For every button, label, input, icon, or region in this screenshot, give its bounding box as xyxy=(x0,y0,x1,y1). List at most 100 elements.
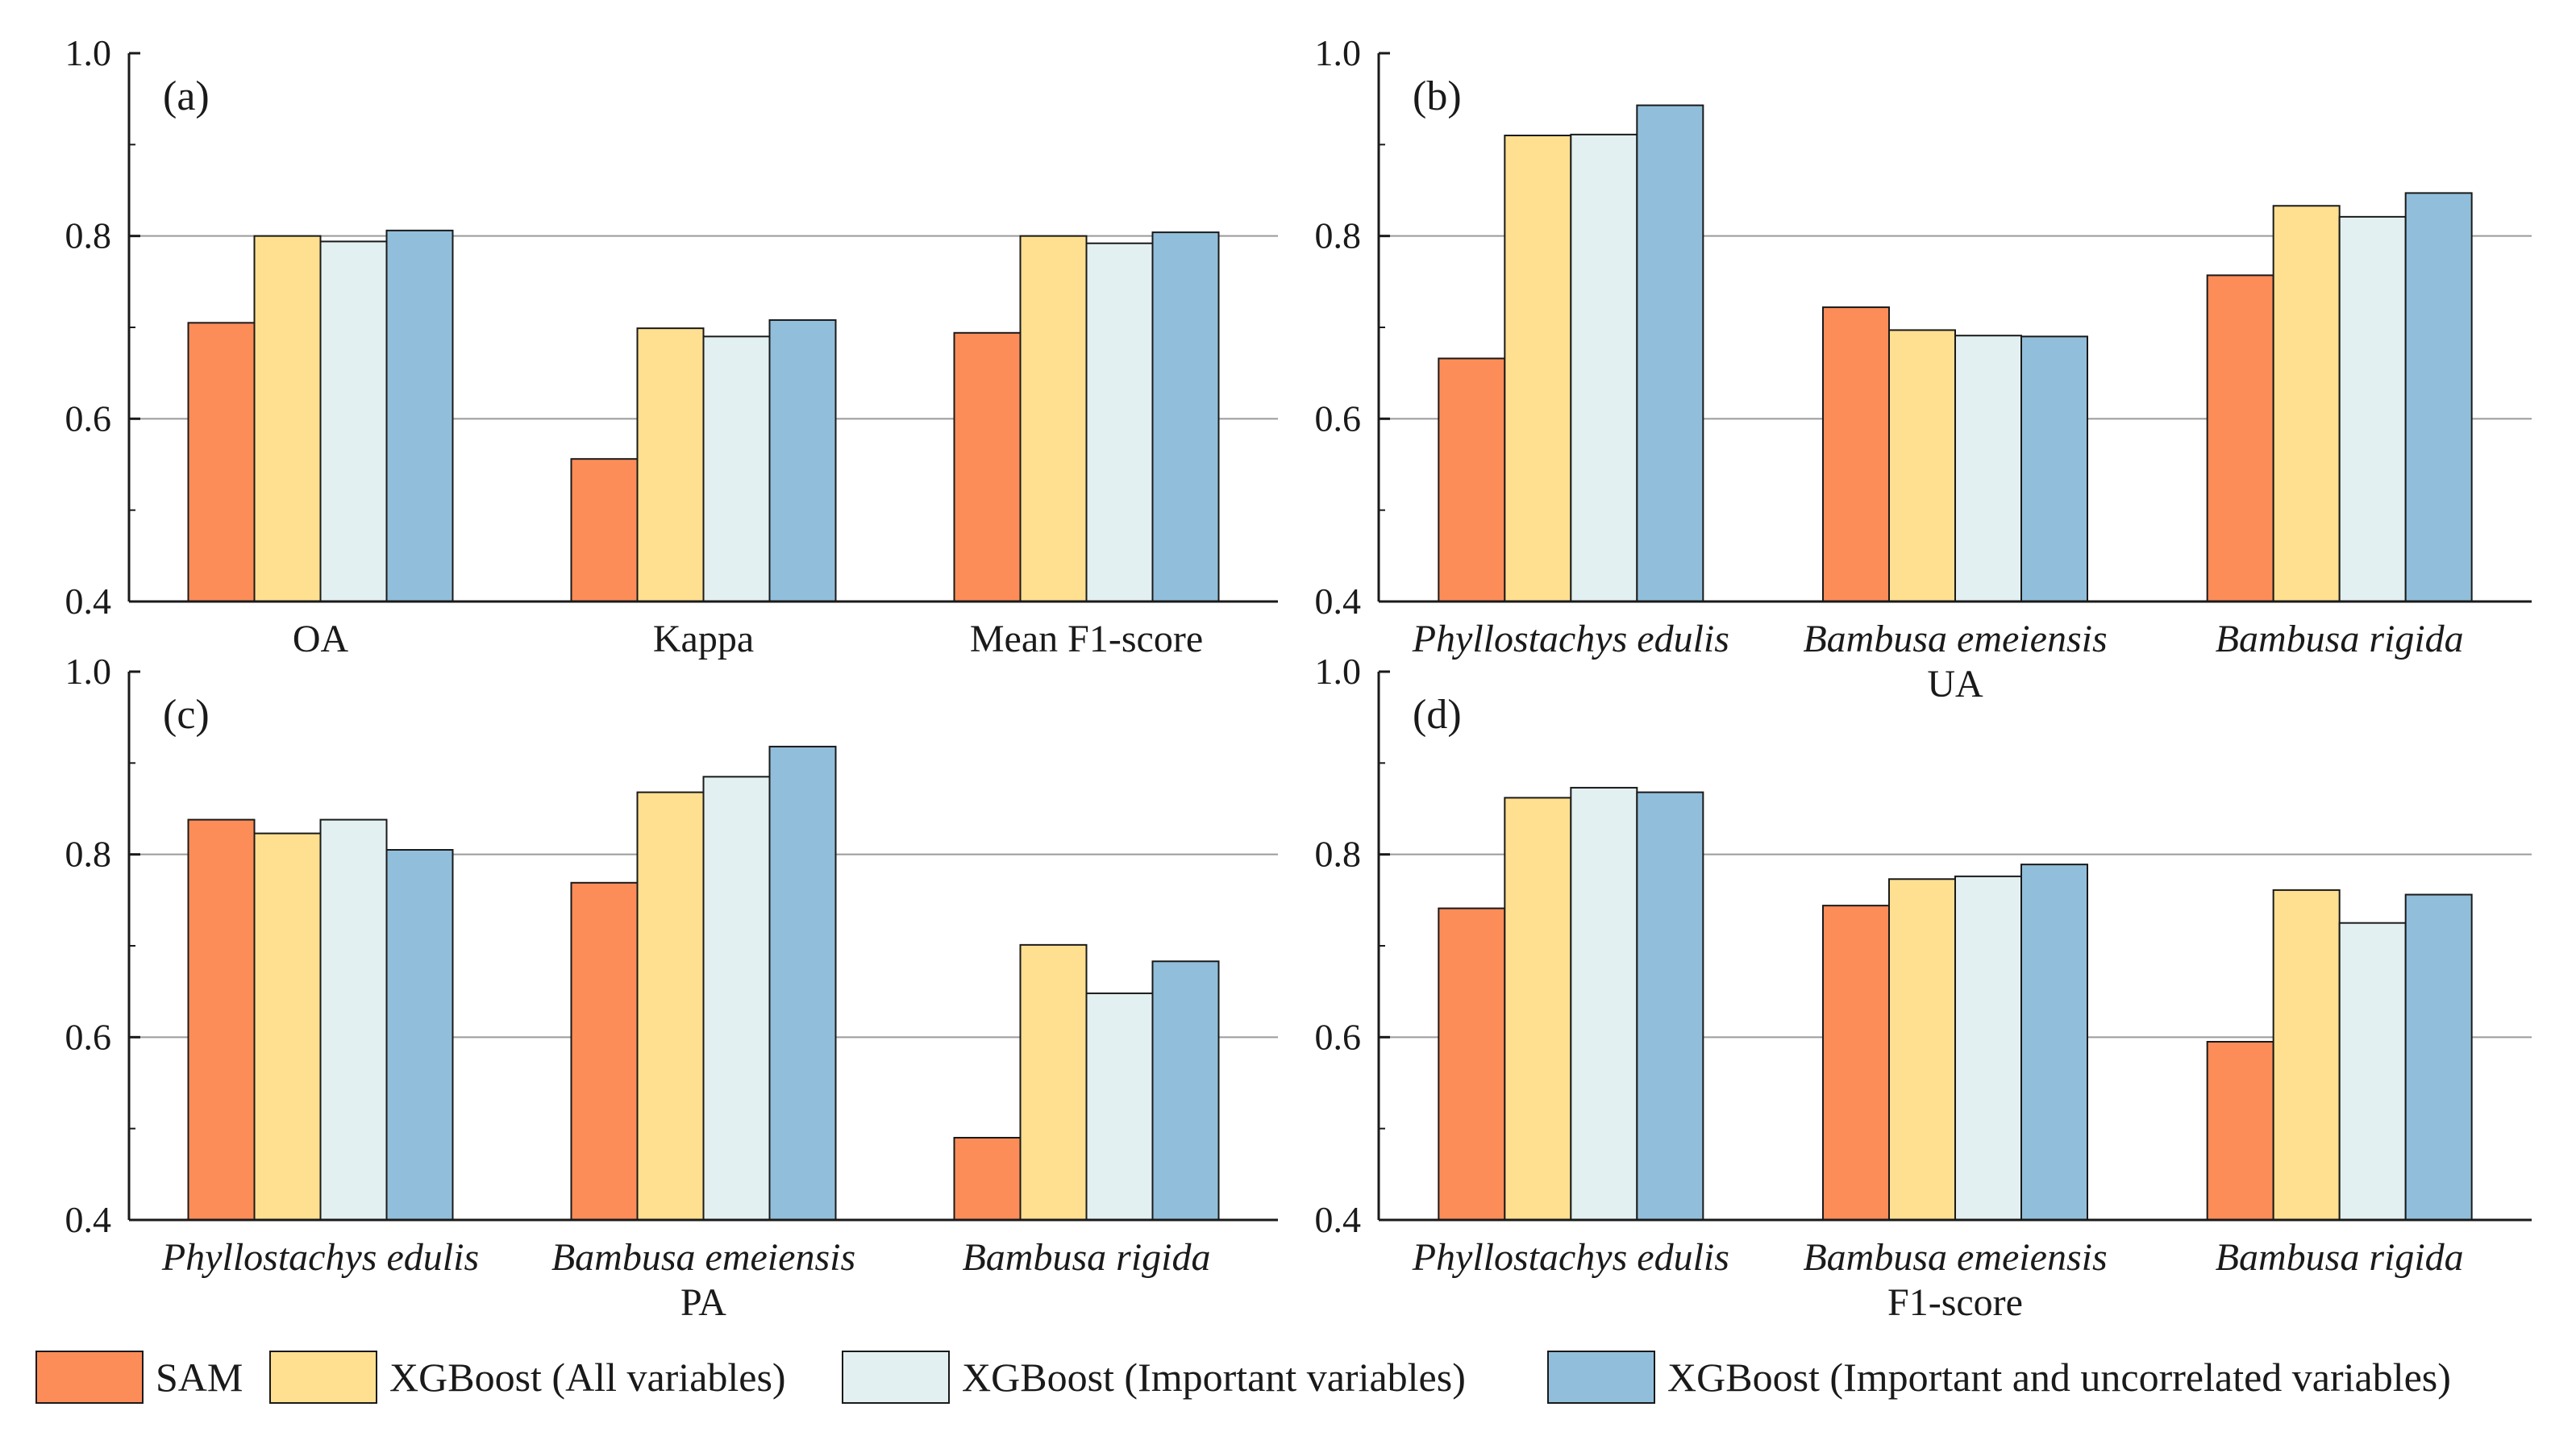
panel-label: (a) xyxy=(163,73,210,119)
chart-panels: 0.40.60.81.0OA Kappa Mean F1-score(a)0.40.… xyxy=(65,32,2532,1324)
bar-xgboost-important-variables--2 xyxy=(1954,335,2022,602)
y-tick-label: 0.8 xyxy=(65,834,112,875)
legend-swatch xyxy=(1547,1351,1655,1404)
category-label: Bambusa rigida xyxy=(962,1236,1210,1279)
category-label: Bambusa emeiensis xyxy=(1803,1236,2107,1279)
y-tick-label: 0.8 xyxy=(65,215,112,256)
bar-xgboost-important-variables--3 xyxy=(2338,215,2407,602)
y-tick-label: 0.6 xyxy=(65,398,112,439)
category-label: Phyllostachys edulis xyxy=(161,1236,479,1279)
legend-swatch xyxy=(842,1351,950,1404)
bar-xgboost-important-variables--2 xyxy=(702,335,771,602)
legend-label: XGBoost (All variables) xyxy=(389,1355,786,1400)
legend-swatch xyxy=(269,1351,377,1404)
bar-xgboost-important-variables--1 xyxy=(1570,133,1638,603)
bar-xgboost-important-variables--3 xyxy=(1085,992,1154,1222)
y-tick-label: 1.0 xyxy=(1315,32,1362,73)
category-label: Bambusa rigida xyxy=(2216,1236,2464,1279)
panel-label: (b) xyxy=(1413,73,1462,119)
chart-panel-4: 0.4 0.6 0.8 1.0 Phyllostachys edulis Bambusa … xyxy=(1315,651,2532,1324)
y-tick-label: 0.4 xyxy=(65,1199,112,1240)
chart-panel-1: 0.4 0.6 0.8 1.0 OA Kappa Mean F1-score (a) xyxy=(65,32,1278,660)
bar-xgboost-important-and-uncorrelated-variables--3 xyxy=(1151,960,1220,1222)
x-axis-label: PA xyxy=(680,1281,726,1324)
bar-xgboost-all-variables--2 xyxy=(636,327,705,602)
bar-xgboost-important-and-uncorrelated-variables--3 xyxy=(2404,893,2473,1221)
y-tick-label: 1.0 xyxy=(65,651,112,692)
category-label: Mean F1-score xyxy=(970,618,1203,660)
legend-label: SAM xyxy=(156,1355,243,1400)
bar-xgboost-all-variables--1 xyxy=(1504,135,1572,602)
bar-sam-3 xyxy=(953,331,1022,602)
bar-xgboost-important-and-uncorrelated-variables--1 xyxy=(385,229,454,602)
legend-label: XGBoost (Important variables) xyxy=(962,1355,1466,1400)
bar-xgboost-important-variables--2 xyxy=(1954,875,2022,1222)
y-tick-label: 0.6 xyxy=(1315,398,1362,439)
category-label: Bambusa emeiensis xyxy=(551,1236,855,1279)
bar-sam-2 xyxy=(1822,905,1890,1221)
y-tick-label: 0.8 xyxy=(1315,834,1362,875)
legend-label: XGBoost (Important and uncorrelated vari… xyxy=(1667,1355,2451,1400)
category-label: Phyllostachys edulis xyxy=(1412,1236,1729,1279)
bar-xgboost-important-variables--1 xyxy=(319,818,388,1221)
bar-xgboost-all-variables--2 xyxy=(636,791,705,1221)
bar-sam-1 xyxy=(1438,907,1506,1221)
y-tick-label: 0.6 xyxy=(65,1016,112,1057)
bar-xgboost-all-variables--2 xyxy=(1888,329,1956,602)
bar-sam-1 xyxy=(1438,357,1506,602)
panel-label: (c) xyxy=(163,692,210,738)
x-axis-label: F1-score xyxy=(1887,1281,2023,1324)
bar-xgboost-all-variables--1 xyxy=(253,832,322,1221)
bar-xgboost-important-and-uncorrelated-variables--2 xyxy=(768,318,837,602)
bar-xgboost-important-variables--1 xyxy=(319,240,388,602)
bar-xgboost-important-and-uncorrelated-variables--3 xyxy=(1151,231,1220,602)
bar-sam-1 xyxy=(187,818,256,1221)
y-tick-label: 0.6 xyxy=(1315,1016,1362,1057)
bar-sam-3 xyxy=(2206,274,2274,602)
bar-xgboost-all-variables--1 xyxy=(253,235,322,602)
bar-xgboost-important-variables--3 xyxy=(2338,922,2407,1221)
bar-xgboost-important-and-uncorrelated-variables--2 xyxy=(2020,864,2088,1221)
chart-panel-3: 0.4 0.6 0.8 1.0 Phyllostachys edulis Bambusa … xyxy=(65,651,1278,1324)
y-tick-label: 0.8 xyxy=(1315,215,1362,256)
legend: SAM XGBoost (All variables) XGBoost (Impor… xyxy=(35,1351,2451,1404)
bar-xgboost-important-and-uncorrelated-variables--2 xyxy=(768,745,837,1221)
category-label: Bambusa rigida xyxy=(2216,618,2464,660)
bar-sam-2 xyxy=(570,458,639,603)
bar-xgboost-important-and-uncorrelated-variables--1 xyxy=(385,849,454,1221)
legend-item-1: SAM xyxy=(35,1351,243,1404)
chart-panel-2: 0.4 0.6 0.8 1.0 Phyllostachys edulis Bambusa … xyxy=(1315,32,2532,706)
legend-swatch xyxy=(35,1351,144,1404)
bar-xgboost-all-variables--1 xyxy=(1504,797,1572,1221)
y-tick-label: 0.4 xyxy=(1315,581,1362,622)
panel-label: (d) xyxy=(1413,692,1462,738)
bar-sam-3 xyxy=(2206,1041,2274,1221)
y-tick-label: 1.0 xyxy=(1315,651,1362,692)
category-label: Kappa xyxy=(653,618,754,660)
category-label: Bambusa emeiensis xyxy=(1803,618,2107,660)
category-label: OA xyxy=(293,618,349,660)
bar-sam-2 xyxy=(570,881,639,1222)
bar-xgboost-all-variables--2 xyxy=(1888,878,1956,1222)
legend-item-4: XGBoost (Important and uncorrelated vari… xyxy=(1547,1351,2451,1404)
bar-xgboost-important-variables--1 xyxy=(1570,786,1638,1221)
bar-xgboost-important-and-uncorrelated-variables--1 xyxy=(1636,791,1704,1221)
bar-xgboost-important-variables--2 xyxy=(702,776,771,1221)
legend-item-2: XGBoost (All variables) xyxy=(269,1351,786,1404)
bar-xgboost-all-variables--3 xyxy=(1019,235,1088,602)
bar-xgboost-important-and-uncorrelated-variables--1 xyxy=(1636,104,1704,603)
bar-xgboost-all-variables--3 xyxy=(1019,943,1088,1222)
bar-sam-1 xyxy=(187,322,256,602)
y-tick-label: 0.4 xyxy=(1315,1199,1362,1240)
y-tick-label: 1.0 xyxy=(65,32,112,73)
y-tick-label: 0.4 xyxy=(65,581,112,622)
bar-xgboost-important-and-uncorrelated-variables--3 xyxy=(2404,192,2473,602)
bar-sam-2 xyxy=(1822,306,1890,602)
bar-xgboost-all-variables--3 xyxy=(2272,889,2341,1222)
x-axis-label: UA xyxy=(1927,663,1983,706)
bar-xgboost-all-variables--3 xyxy=(2272,205,2341,602)
legend-item-3: XGBoost (Important variables) xyxy=(842,1351,1466,1404)
bar-xgboost-important-variables--3 xyxy=(1085,242,1154,602)
bar-sam-3 xyxy=(953,1137,1022,1221)
